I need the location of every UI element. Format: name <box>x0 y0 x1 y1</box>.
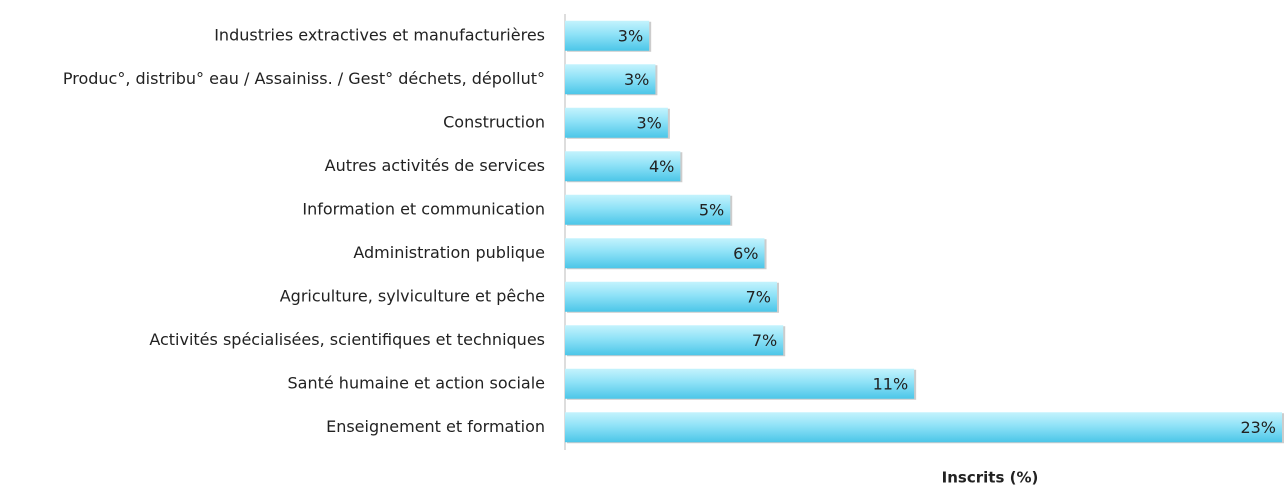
value-label: 7% <box>746 287 771 306</box>
bar <box>565 151 681 182</box>
bar <box>565 20 650 51</box>
y-tick-label: Agriculture, sylviculture et pêche <box>280 286 545 305</box>
y-tick-label: Administration publique <box>353 243 545 262</box>
bar <box>565 325 784 356</box>
y-tick-label: Industries extractives et manufacturière… <box>214 25 545 44</box>
bar <box>565 107 668 138</box>
y-tick-label: Produc°, distribu° eau / Assainiss. / Ge… <box>63 69 545 88</box>
bar <box>565 194 731 225</box>
value-label: 5% <box>699 200 724 219</box>
bar <box>565 412 1282 443</box>
y-tick-label: Activités spécialisées, scientifiques et… <box>149 330 545 349</box>
bar <box>565 64 656 95</box>
y-tick-label: Information et communication <box>302 199 545 218</box>
y-tick-label: Construction <box>443 112 545 131</box>
value-label: 7% <box>752 331 777 350</box>
bar <box>565 281 777 312</box>
value-label: 11% <box>873 374 909 393</box>
value-label: 3% <box>636 113 661 132</box>
bar <box>565 238 765 269</box>
value-label: 3% <box>618 26 643 45</box>
y-tick-label: Enseignement et formation <box>326 417 545 436</box>
y-tick-label: Autres activités de services <box>325 156 545 175</box>
value-label: 23% <box>1240 418 1276 437</box>
value-label: 4% <box>649 157 674 176</box>
bar <box>565 368 915 399</box>
x-axis-label: Inscrits (%) <box>942 469 1039 487</box>
value-label: 3% <box>624 70 649 89</box>
y-tick-label: Santé humaine et action sociale <box>288 373 546 392</box>
value-label: 6% <box>733 244 758 263</box>
